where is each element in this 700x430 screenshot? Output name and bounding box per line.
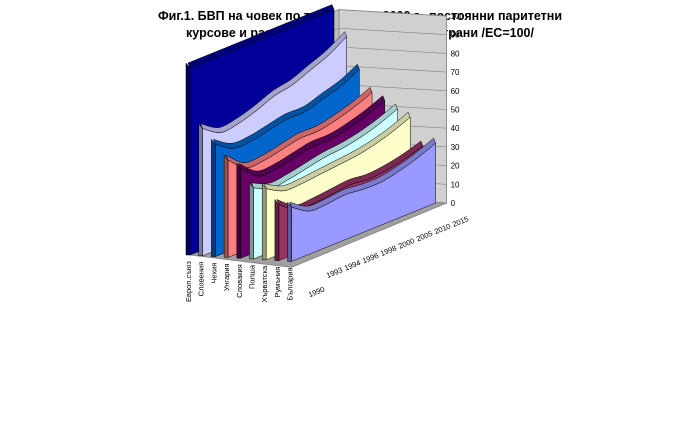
series-label-2: Чехия bbox=[209, 263, 218, 284]
series-label-0: Европ.съюз bbox=[184, 260, 193, 302]
series-cap-7 bbox=[274, 198, 280, 261]
x-tick-label-1993: 1993 bbox=[325, 265, 344, 280]
series-8 bbox=[287, 137, 436, 262]
series-cap-5 bbox=[249, 182, 254, 260]
x-tick-label-1994: 1994 bbox=[343, 258, 362, 273]
y-tick-label-100: 100 bbox=[451, 12, 465, 21]
series-label-4: Словакия bbox=[235, 264, 244, 298]
y-tick-label-20: 20 bbox=[451, 162, 460, 171]
x-tick-label-1990: 1990 bbox=[307, 285, 326, 300]
y-tick-label-10: 10 bbox=[451, 180, 460, 189]
x-tick-label-2015: 2015 bbox=[451, 214, 470, 229]
series-label-7: Румъния bbox=[273, 267, 282, 298]
y-tick-label-60: 60 bbox=[451, 87, 460, 96]
side-gridline-100 bbox=[338, 9, 447, 17]
series-cap-1 bbox=[198, 122, 203, 257]
y-tick-label-90: 90 bbox=[451, 31, 460, 40]
x-tick-label-2000: 2000 bbox=[397, 236, 416, 251]
series-label-3: Унгария bbox=[222, 263, 231, 291]
series-label-6: Хърватска bbox=[260, 265, 269, 302]
series-cap-3 bbox=[223, 154, 229, 258]
chart-labels: 0 10 20 30 40 50 60 70 80 90 100 Европ.съюз Словения… bbox=[184, 12, 470, 302]
series-cap-4 bbox=[236, 162, 242, 259]
side-gridline-90 bbox=[338, 28, 447, 35]
chart-ribbons bbox=[185, 4, 436, 262]
series-cap-2 bbox=[211, 138, 216, 257]
side-gridline-80 bbox=[338, 46, 447, 54]
series-cap-6 bbox=[261, 182, 267, 261]
y-tick-label-50: 50 bbox=[451, 106, 460, 115]
series-label-8: България bbox=[286, 267, 295, 300]
series-label-1: Словения bbox=[197, 262, 206, 297]
x-tick-label-2005: 2005 bbox=[415, 229, 434, 244]
series-label-5: Полша bbox=[248, 264, 257, 289]
series-cap-8 bbox=[287, 201, 292, 262]
y-tick-label-80: 80 bbox=[451, 49, 460, 58]
y-tick-label-0: 0 bbox=[451, 199, 456, 208]
series-cap-0 bbox=[185, 62, 191, 256]
series-face-8 bbox=[291, 142, 436, 262]
x-tick-label-1996: 1996 bbox=[361, 251, 380, 266]
y-tick-label-30: 30 bbox=[451, 143, 460, 152]
x-tick-label-1998: 1998 bbox=[379, 243, 398, 258]
x-tick-label-2010: 2010 bbox=[433, 222, 452, 237]
y-tick-label-40: 40 bbox=[451, 124, 460, 133]
y-tick-label-70: 70 bbox=[451, 68, 460, 77]
